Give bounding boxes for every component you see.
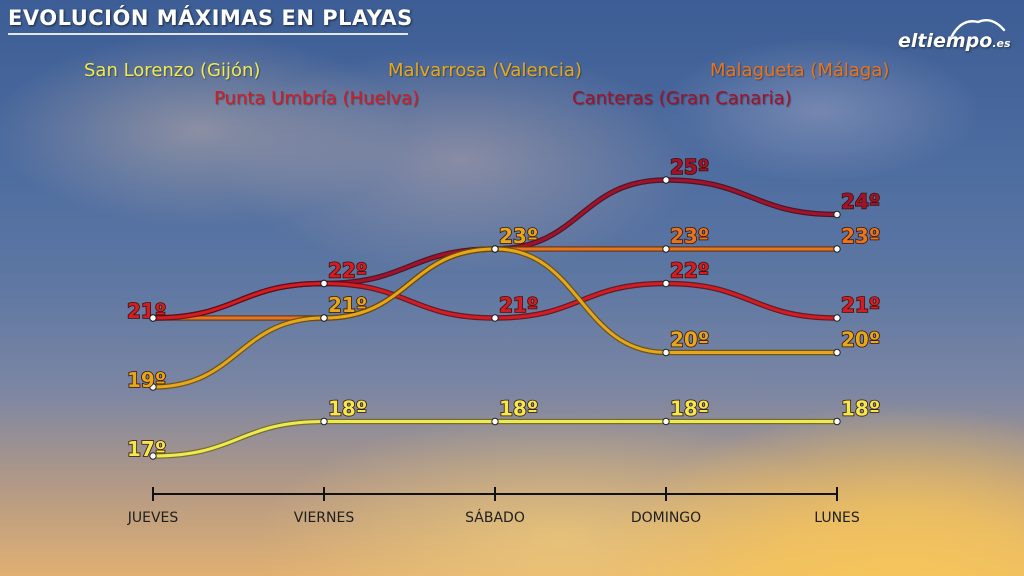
data-point-san_lorenzo	[662, 417, 670, 426]
series-line-san_lorenzo	[151, 419, 839, 458]
x-tick-label: DOMINGO	[631, 510, 701, 526]
data-point-malagueta	[320, 314, 328, 322]
data-point-malvarrosa	[149, 383, 157, 391]
series-line-outline	[150, 280, 840, 321]
data-label: 23º	[499, 224, 538, 248]
data-point-canteras	[491, 245, 499, 253]
data-label: 21º	[499, 293, 538, 317]
data-label: 17º	[127, 437, 166, 461]
title-underline	[8, 33, 408, 35]
data-label: 21º	[328, 293, 367, 317]
data-label: 18º	[328, 397, 367, 421]
data-label: 18º	[841, 397, 880, 421]
data-point-malagueta	[662, 245, 670, 253]
data-point-san_lorenzo	[320, 417, 328, 426]
data-label: 23º	[841, 224, 880, 248]
x-tick-label: SÁBADO	[465, 509, 525, 526]
brand-logo: eltiempo.es	[898, 30, 1011, 52]
data-point-san_lorenzo	[149, 452, 157, 460]
series-line-punta_umbria	[151, 281, 839, 320]
logo-brand: eltiempo	[898, 30, 993, 52]
data-label: 21º	[841, 293, 880, 317]
data-point-canteras	[320, 279, 328, 288]
data-label: 22º	[328, 259, 367, 283]
data-point-canteras	[662, 176, 670, 184]
data-point-canteras	[833, 210, 841, 219]
data-label: 18º	[499, 397, 538, 421]
data-label: 20º	[670, 328, 709, 352]
x-tick-label: JUEVES	[127, 510, 179, 526]
data-label: 24º	[841, 190, 880, 214]
data-point-san_lorenzo	[833, 417, 841, 426]
data-label: 21º	[127, 299, 166, 323]
x-tick-label: VIERNES	[294, 510, 355, 526]
data-label: 23º	[670, 224, 709, 248]
legend-malagueta: Malagueta (Málaga)	[710, 60, 890, 81]
chart-title: EVOLUCIÓN MÁXIMAS EN PLAYAS	[8, 6, 413, 30]
data-point-punta_umbria	[491, 314, 499, 322]
data-label: 25º	[670, 155, 709, 179]
logo-tld: .es	[992, 37, 1011, 50]
legend-punta-umbria: Punta Umbría (Huelva)	[214, 88, 420, 109]
data-point-malagueta	[833, 245, 841, 253]
data-point-punta_umbria	[662, 279, 670, 288]
series-line-outline	[150, 418, 840, 459]
legend-malvarrosa: Malvarrosa (Valencia)	[388, 60, 582, 81]
data-point-punta_umbria	[833, 314, 841, 322]
data-label: 22º	[670, 259, 709, 283]
data-point-malvarrosa	[662, 348, 670, 357]
logo-cloud-icon	[950, 19, 1006, 38]
series-line-malagueta	[151, 247, 839, 320]
data-point-san_lorenzo	[491, 417, 499, 426]
data-label: 18º	[670, 397, 709, 421]
x-tick-label: LUNES	[814, 510, 860, 526]
data-label: 20º	[841, 328, 880, 352]
legend-san-lorenzo: San Lorenzo (Gijón)	[84, 60, 261, 81]
data-label: 19º	[127, 368, 166, 392]
legend-canteras: Canteras (Gran Canaria)	[572, 88, 792, 109]
series-line-outline	[150, 246, 840, 321]
data-point-canteras	[149, 314, 157, 322]
data-point-malvarrosa	[833, 348, 841, 357]
